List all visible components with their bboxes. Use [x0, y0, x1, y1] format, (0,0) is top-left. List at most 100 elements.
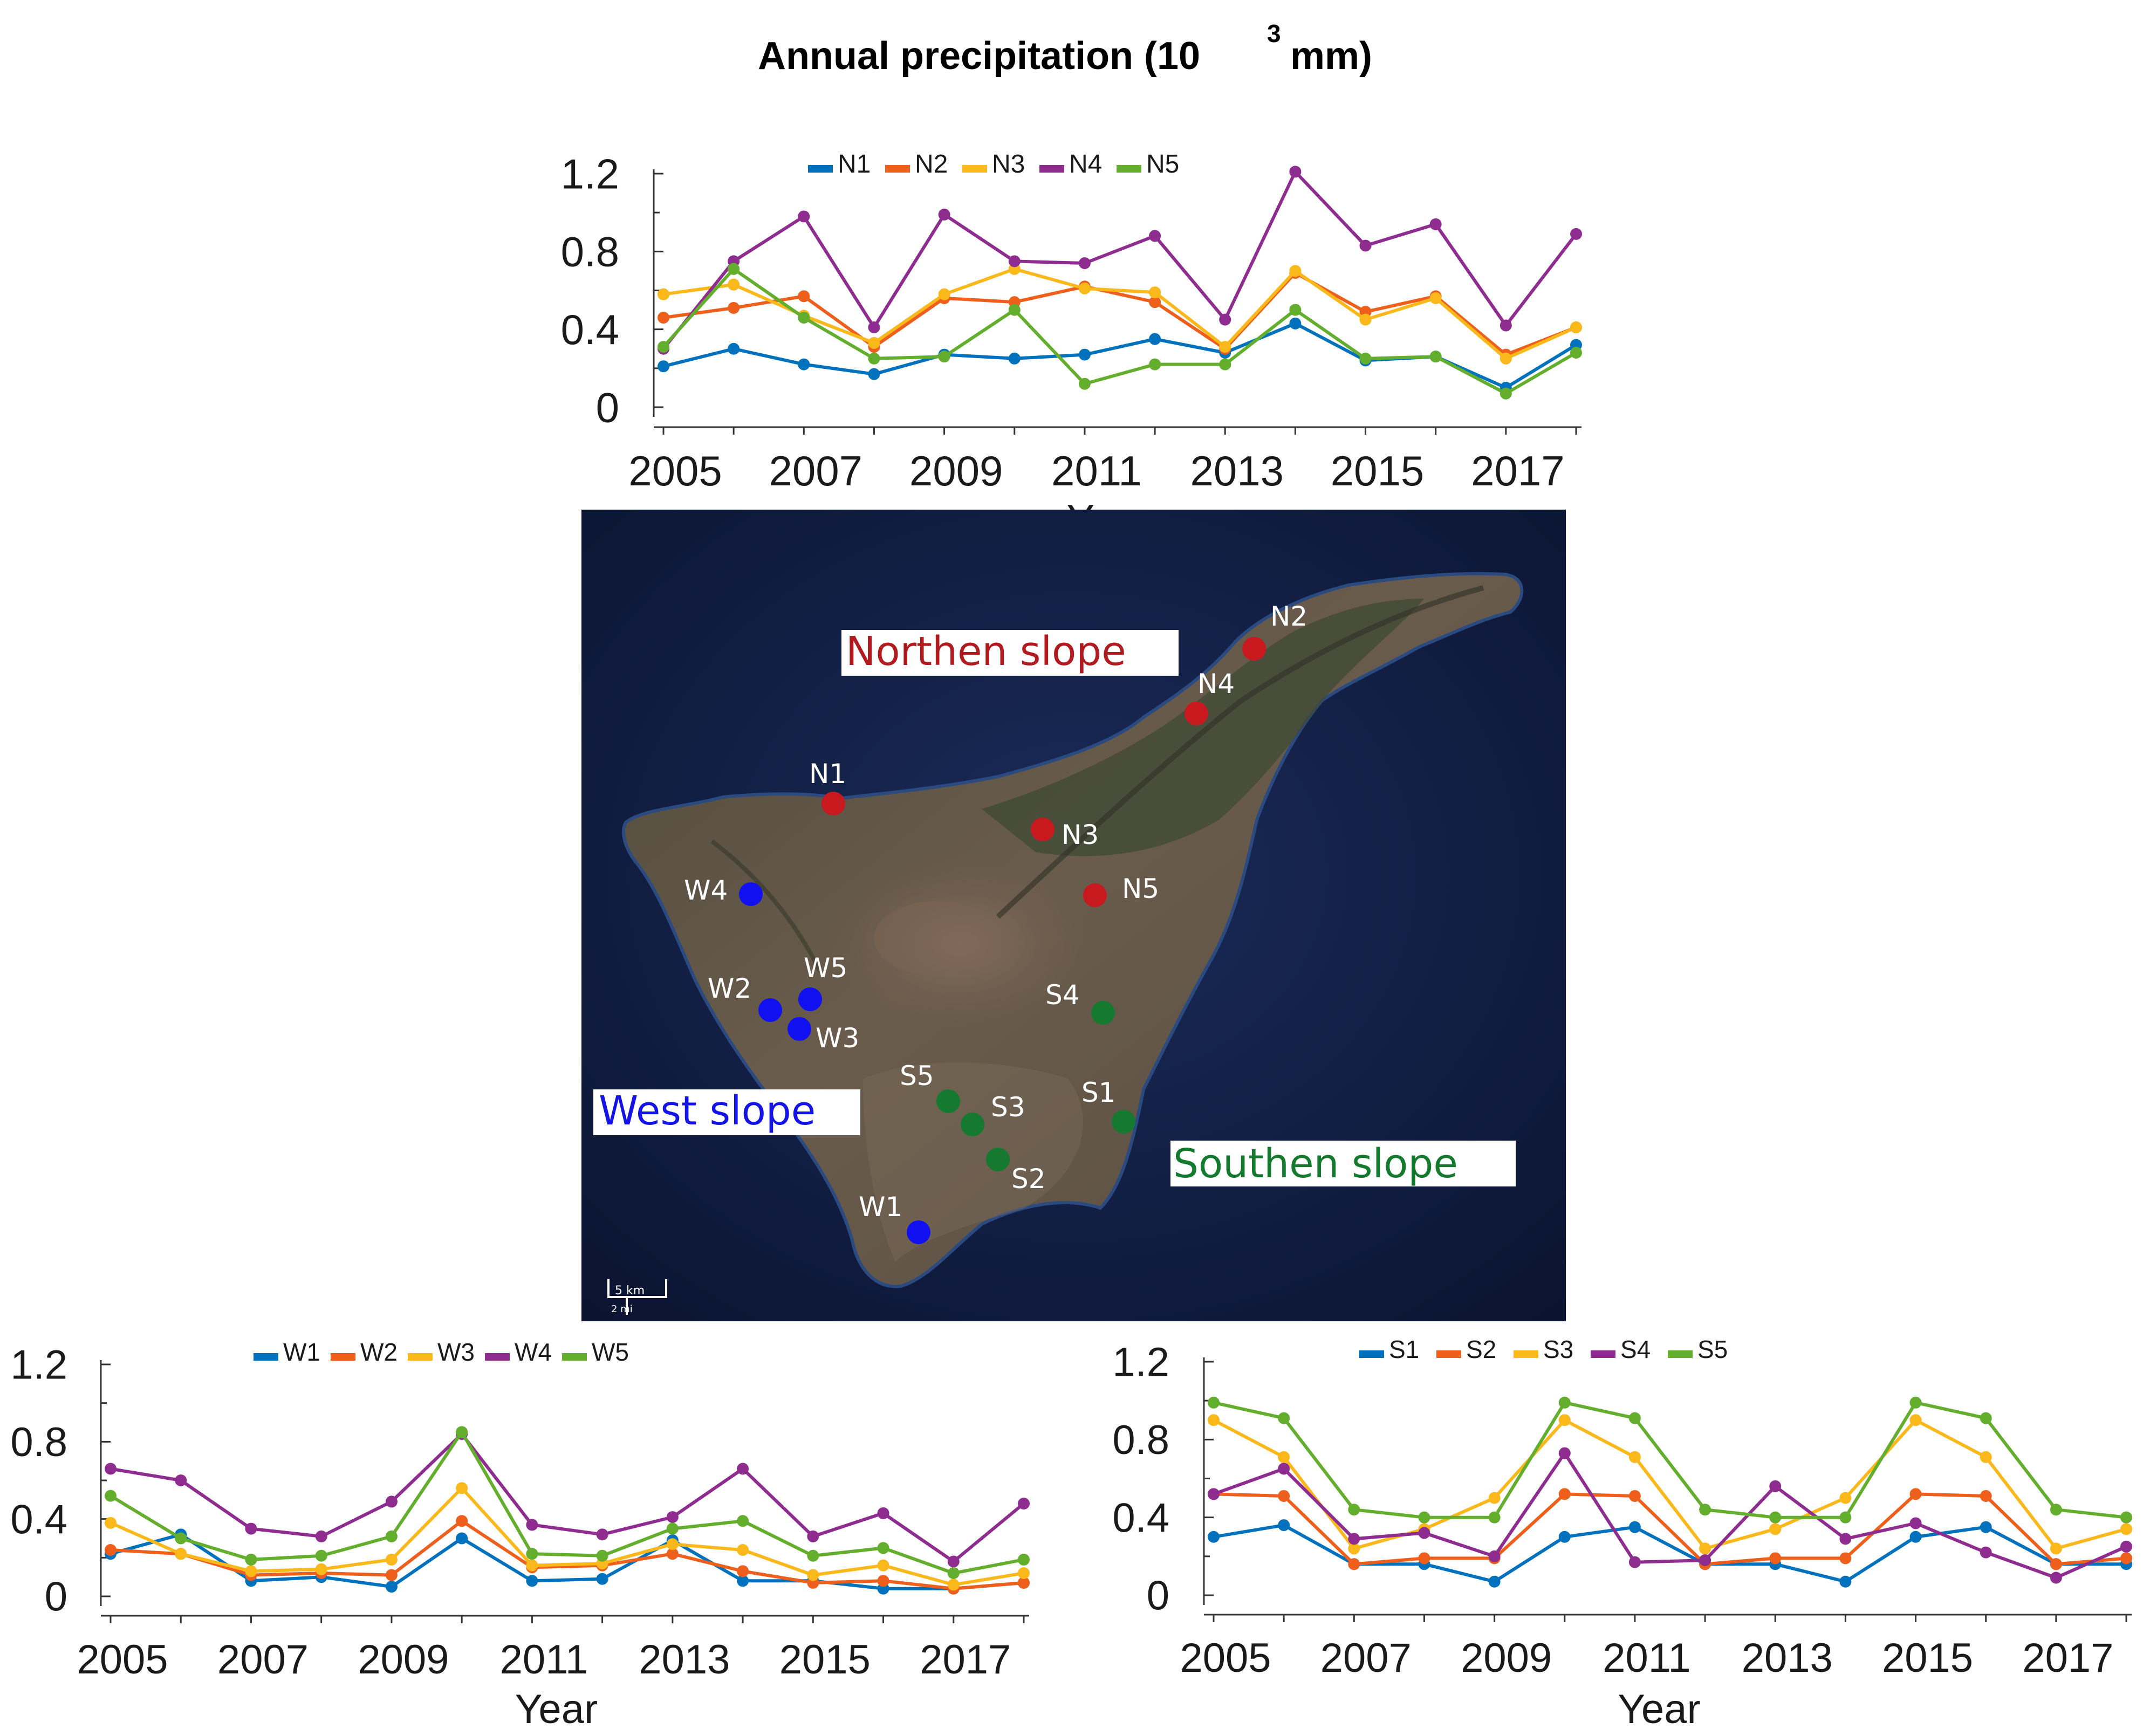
data-point-S5-2017: [2050, 1504, 2062, 1516]
data-point-S4-2016: [1980, 1546, 1992, 1559]
data-point-S4-2007: [1348, 1533, 1360, 1545]
data-point-W5-2017: [947, 1567, 960, 1579]
region-label-south: Southen slope: [1170, 1141, 1516, 1187]
data-point-N3-2011: [1078, 282, 1091, 294]
data-point-S4-2011: [1628, 1556, 1641, 1568]
x-tick-label: 2015: [1882, 1635, 1973, 1681]
y-tick-label: 0.4: [1112, 1495, 1169, 1541]
legend-label-N4: N4: [1069, 150, 1102, 179]
x-tick-label: 2015: [1331, 447, 1425, 495]
data-point-W5-2005: [105, 1490, 117, 1502]
region-label-west-text: West slope: [599, 1088, 816, 1134]
data-point-S1-2016: [1980, 1521, 1992, 1533]
legend-label-W1: W1: [283, 1338, 320, 1366]
data-point-S5-2013: [1769, 1511, 1782, 1524]
data-point-N2-2005: [658, 312, 669, 324]
title-main: Annual precipitation (10: [758, 35, 1200, 78]
data-point-W4-2008: [315, 1530, 327, 1542]
station-S5-label: S5: [900, 1060, 934, 1092]
data-point-N5-2013: [1219, 358, 1231, 370]
data-point-N1-2012: [1149, 333, 1161, 345]
data-point-S3-2011: [1628, 1451, 1641, 1463]
series-line-W1: [110, 1533, 1024, 1590]
legend-swatch-S3: [1514, 1350, 1538, 1358]
data-point-N4-2009: [938, 208, 950, 221]
legend-swatch-S2: [1436, 1350, 1461, 1358]
data-point-W4-2018: [1018, 1498, 1030, 1509]
data-point-N4-2018: [1570, 228, 1582, 240]
data-point-N5-2007: [798, 312, 810, 324]
data-point-S3-2016: [1980, 1451, 1992, 1463]
data-point-N4-2017: [1500, 319, 1512, 332]
legend-swatch-N2: [885, 165, 910, 173]
data-point-W1-2014: [737, 1575, 749, 1587]
data-point-S2-2006: [1278, 1490, 1290, 1502]
station-N2-label: N2: [1270, 601, 1307, 632]
y-tick-label: 1.2: [10, 1342, 67, 1388]
data-point-W5-2009: [385, 1530, 398, 1542]
legend-swatch-N5: [1117, 165, 1141, 173]
data-point-N1-2005: [658, 360, 669, 373]
data-point-N1-2010: [1008, 352, 1021, 365]
data-point-W4-2011: [526, 1519, 538, 1531]
series-line-N5: [662, 267, 1577, 395]
data-point-W3-2017: [947, 1579, 960, 1591]
data-point-W3-2008: [315, 1563, 327, 1575]
station-S4-label: S4: [1045, 979, 1080, 1011]
station-W3-label: W3: [816, 1023, 859, 1054]
data-point-W4-2016: [877, 1507, 889, 1519]
data-point-N1-2006: [728, 342, 740, 355]
data-point-S1-2009: [1488, 1575, 1501, 1588]
title-unit: mm): [1290, 35, 1372, 78]
data-point-N5-2011: [1078, 378, 1091, 390]
station-S5-dot: [936, 1089, 960, 1113]
data-point-N3-2012: [1149, 286, 1161, 299]
series-line-S3: [1213, 1418, 2127, 1550]
data-point-N5-2018: [1570, 346, 1582, 359]
data-point-W2-2018: [1018, 1576, 1030, 1589]
data-point-W5-2010: [456, 1426, 468, 1438]
data-point-W4-2009: [385, 1495, 398, 1508]
data-point-S2-2013: [1769, 1552, 1782, 1565]
station-S1-label: S1: [1081, 1077, 1116, 1108]
legend-label-S2: S2: [1466, 1335, 1496, 1363]
data-point-S1-2014: [1839, 1575, 1852, 1588]
data-point-W5-2008: [315, 1549, 327, 1562]
series-line-S5: [1213, 1401, 2127, 1519]
data-point-W4-2017: [947, 1555, 960, 1568]
data-point-S5-2015: [1909, 1396, 1922, 1409]
data-point-S4-2006: [1278, 1463, 1290, 1475]
data-point-W2-2009: [385, 1569, 398, 1581]
data-point-S1-2005: [1208, 1531, 1220, 1543]
data-point-S3-2010: [1558, 1414, 1571, 1426]
forest-band: [982, 599, 1424, 856]
data-point-N1-2008: [868, 368, 880, 380]
data-point-S5-2009: [1488, 1511, 1501, 1524]
data-point-W5-2012: [596, 1549, 608, 1562]
legend-swatch-S5: [1668, 1350, 1693, 1358]
data-point-N4-2016: [1429, 218, 1442, 230]
west-slope-chart: 0 0.4 0.8 1.2 2005 2007 2009 2011 2013 2015 2017 Ye…: [10, 1338, 1030, 1732]
data-point-S4-2018: [2120, 1540, 2132, 1553]
data-point-S1-2011: [1628, 1521, 1641, 1533]
data-point-W3-2011: [526, 1559, 538, 1572]
data-point-S4-2009: [1488, 1550, 1501, 1562]
y-tick-label: 0: [45, 1574, 67, 1620]
data-point-S5-2010: [1558, 1396, 1571, 1409]
x-tick-label: 2013: [639, 1637, 730, 1683]
x-tick-label: 2017: [1471, 447, 1565, 495]
data-point-W3-2009: [385, 1553, 398, 1566]
data-point-S5-2008: [1418, 1511, 1430, 1524]
legend-label-N3: N3: [992, 150, 1025, 179]
station-S4-dot: [1091, 1001, 1115, 1025]
data-point-W4-2013: [666, 1511, 679, 1524]
data-point-S2-2017: [2050, 1558, 2062, 1570]
data-point-S3-2007: [1348, 1542, 1360, 1555]
data-point-N4-2010: [1008, 255, 1021, 267]
data-point-N5-2006: [728, 263, 740, 275]
station-W5-label: W5: [804, 952, 847, 984]
data-point-W4-2014: [737, 1463, 749, 1475]
data-point-N3-2008: [868, 337, 880, 349]
data-point-W3-2006: [175, 1548, 187, 1560]
series-line-N4: [662, 170, 1578, 350]
